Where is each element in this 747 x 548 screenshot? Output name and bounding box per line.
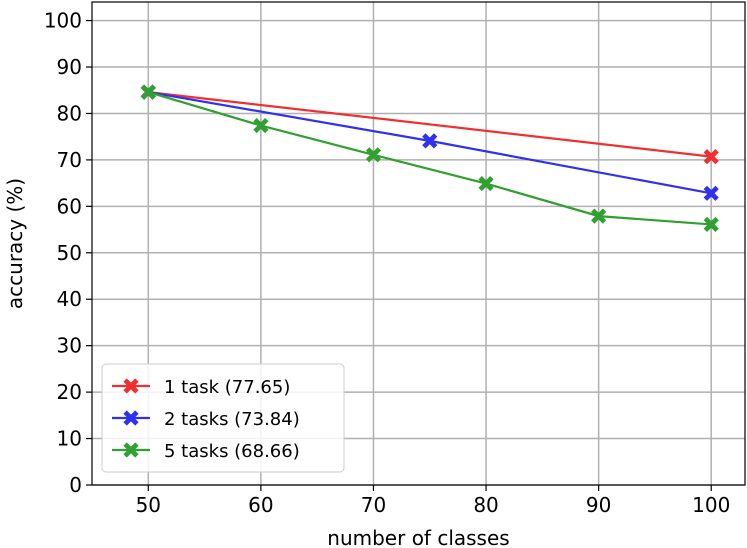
x-tick-label: 90 bbox=[586, 493, 611, 517]
x-axis-label: number of classes bbox=[327, 526, 509, 548]
y-tick-label: 90 bbox=[57, 55, 82, 79]
legend: 1 task (77.65) 2 tasks (73.84) 5 tasks (68… bbox=[101, 363, 345, 473]
data-point bbox=[140, 84, 156, 100]
data-point bbox=[703, 216, 719, 233]
legend-entry: 1 task (77.65) bbox=[112, 377, 290, 398]
plot-frame bbox=[91, 1, 746, 486]
y-tick-label: 0 bbox=[69, 473, 82, 497]
x-tick-label: 80 bbox=[473, 493, 498, 517]
series-2 bbox=[140, 84, 719, 201]
legend-marker bbox=[123, 442, 139, 458]
axis-ticks: 50 60 70 80 90 100 0 10 20 30 40 50 60 70 80 90 100 bbox=[44, 9, 731, 517]
y-tick-label: 30 bbox=[57, 334, 82, 358]
y-tick-label: 40 bbox=[57, 287, 82, 311]
data-point bbox=[703, 149, 719, 165]
legend-entry: 2 tasks (73.84) bbox=[112, 409, 300, 430]
legend-marker bbox=[123, 378, 139, 394]
legend-entry: 5 tasks (68.66) bbox=[112, 441, 300, 462]
data-point bbox=[591, 208, 607, 224]
legend-label: 1 task (77.65) bbox=[164, 377, 290, 398]
data-point bbox=[365, 147, 382, 163]
x-tick-label: 100 bbox=[692, 493, 730, 517]
legend-label: 5 tasks (68.66) bbox=[164, 441, 300, 462]
data-point bbox=[422, 133, 438, 149]
legend-marker bbox=[123, 410, 139, 426]
legend-box bbox=[101, 363, 345, 473]
series-line bbox=[147, 91, 712, 226]
grid bbox=[92, 2, 745, 486]
data-point bbox=[478, 175, 494, 192]
y-tick-label: 70 bbox=[57, 148, 82, 172]
y-tick-label: 60 bbox=[57, 194, 82, 218]
x-tick-label: 60 bbox=[248, 493, 273, 517]
y-tick-label: 100 bbox=[44, 9, 82, 33]
series-lines bbox=[140, 84, 719, 233]
series-1 bbox=[140, 84, 719, 165]
y-tick-label: 10 bbox=[57, 427, 82, 451]
y-tick-label: 80 bbox=[57, 101, 82, 125]
series-line bbox=[148, 91, 712, 158]
x-tick-label: 50 bbox=[136, 493, 161, 517]
y-axis-label: accuracy (%) bbox=[3, 178, 27, 309]
data-point bbox=[703, 185, 719, 201]
x-tick-label: 70 bbox=[361, 493, 386, 517]
y-tick-label: 20 bbox=[57, 380, 82, 404]
y-tick-label: 50 bbox=[57, 241, 82, 265]
legend-label: 2 tasks (73.84) bbox=[164, 409, 300, 430]
series-3 bbox=[140, 84, 719, 233]
data-point bbox=[253, 117, 269, 134]
